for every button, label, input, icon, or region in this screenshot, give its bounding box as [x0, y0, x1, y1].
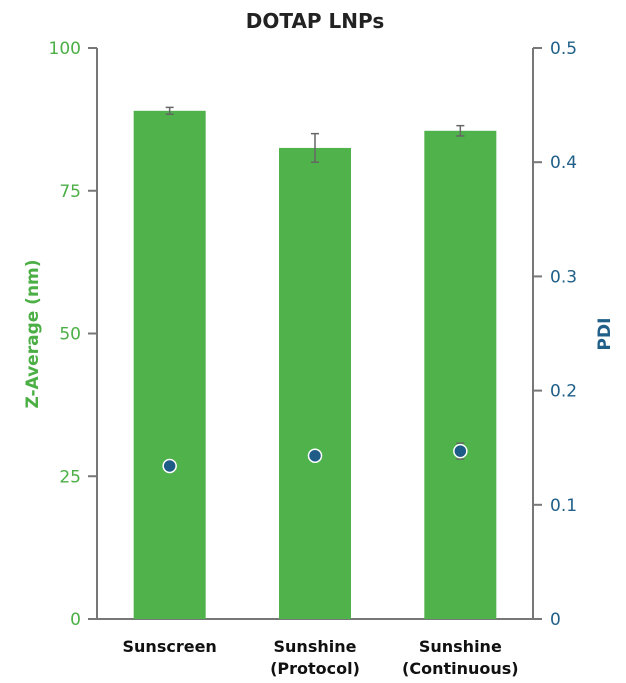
left-tick-label: 25	[59, 467, 81, 487]
category-label-line: Sunscreen	[123, 637, 217, 656]
right-tick-label: 0.1	[550, 496, 577, 516]
left-tick-label: 0	[70, 610, 81, 630]
category-labels: Sunscreen Sunshine (Protocol) Sunshine (Cont…	[123, 637, 519, 678]
bar	[133, 110, 206, 619]
bar	[279, 147, 351, 620]
bar	[424, 130, 497, 620]
right-tick-label: 0.5	[550, 39, 577, 59]
category-label: Sunshine (Continuous)	[402, 637, 519, 678]
category-label-line: (Continuous)	[402, 659, 519, 678]
right-axis-label: PDI	[595, 318, 615, 351]
category-label: Sunshine (Protocol)	[270, 637, 360, 678]
pdi-point	[307, 448, 323, 463]
right-tick-label: 0	[550, 610, 561, 630]
right-tick-label: 0.3	[550, 267, 577, 287]
left-tick-label: 100	[49, 39, 81, 59]
category-label: Sunscreen	[123, 637, 217, 656]
pdi-series	[162, 442, 468, 474]
left-axis-label: Z-Average (nm)	[23, 259, 43, 408]
pdi-point	[453, 443, 468, 459]
bar-series	[133, 106, 497, 620]
chart-title: DOTAP LNPs	[246, 9, 385, 33]
left-tick-label: 50	[59, 325, 81, 345]
category-label-line: Sunshine	[419, 637, 502, 656]
category-label-line: Sunshine	[274, 637, 357, 656]
pdi-point	[162, 458, 177, 474]
category-label-line: (Protocol)	[270, 659, 360, 678]
left-tick-label: 75	[59, 182, 81, 202]
right-tick-label: 0.2	[550, 382, 577, 402]
right-tick-label: 0.4	[550, 153, 577, 173]
